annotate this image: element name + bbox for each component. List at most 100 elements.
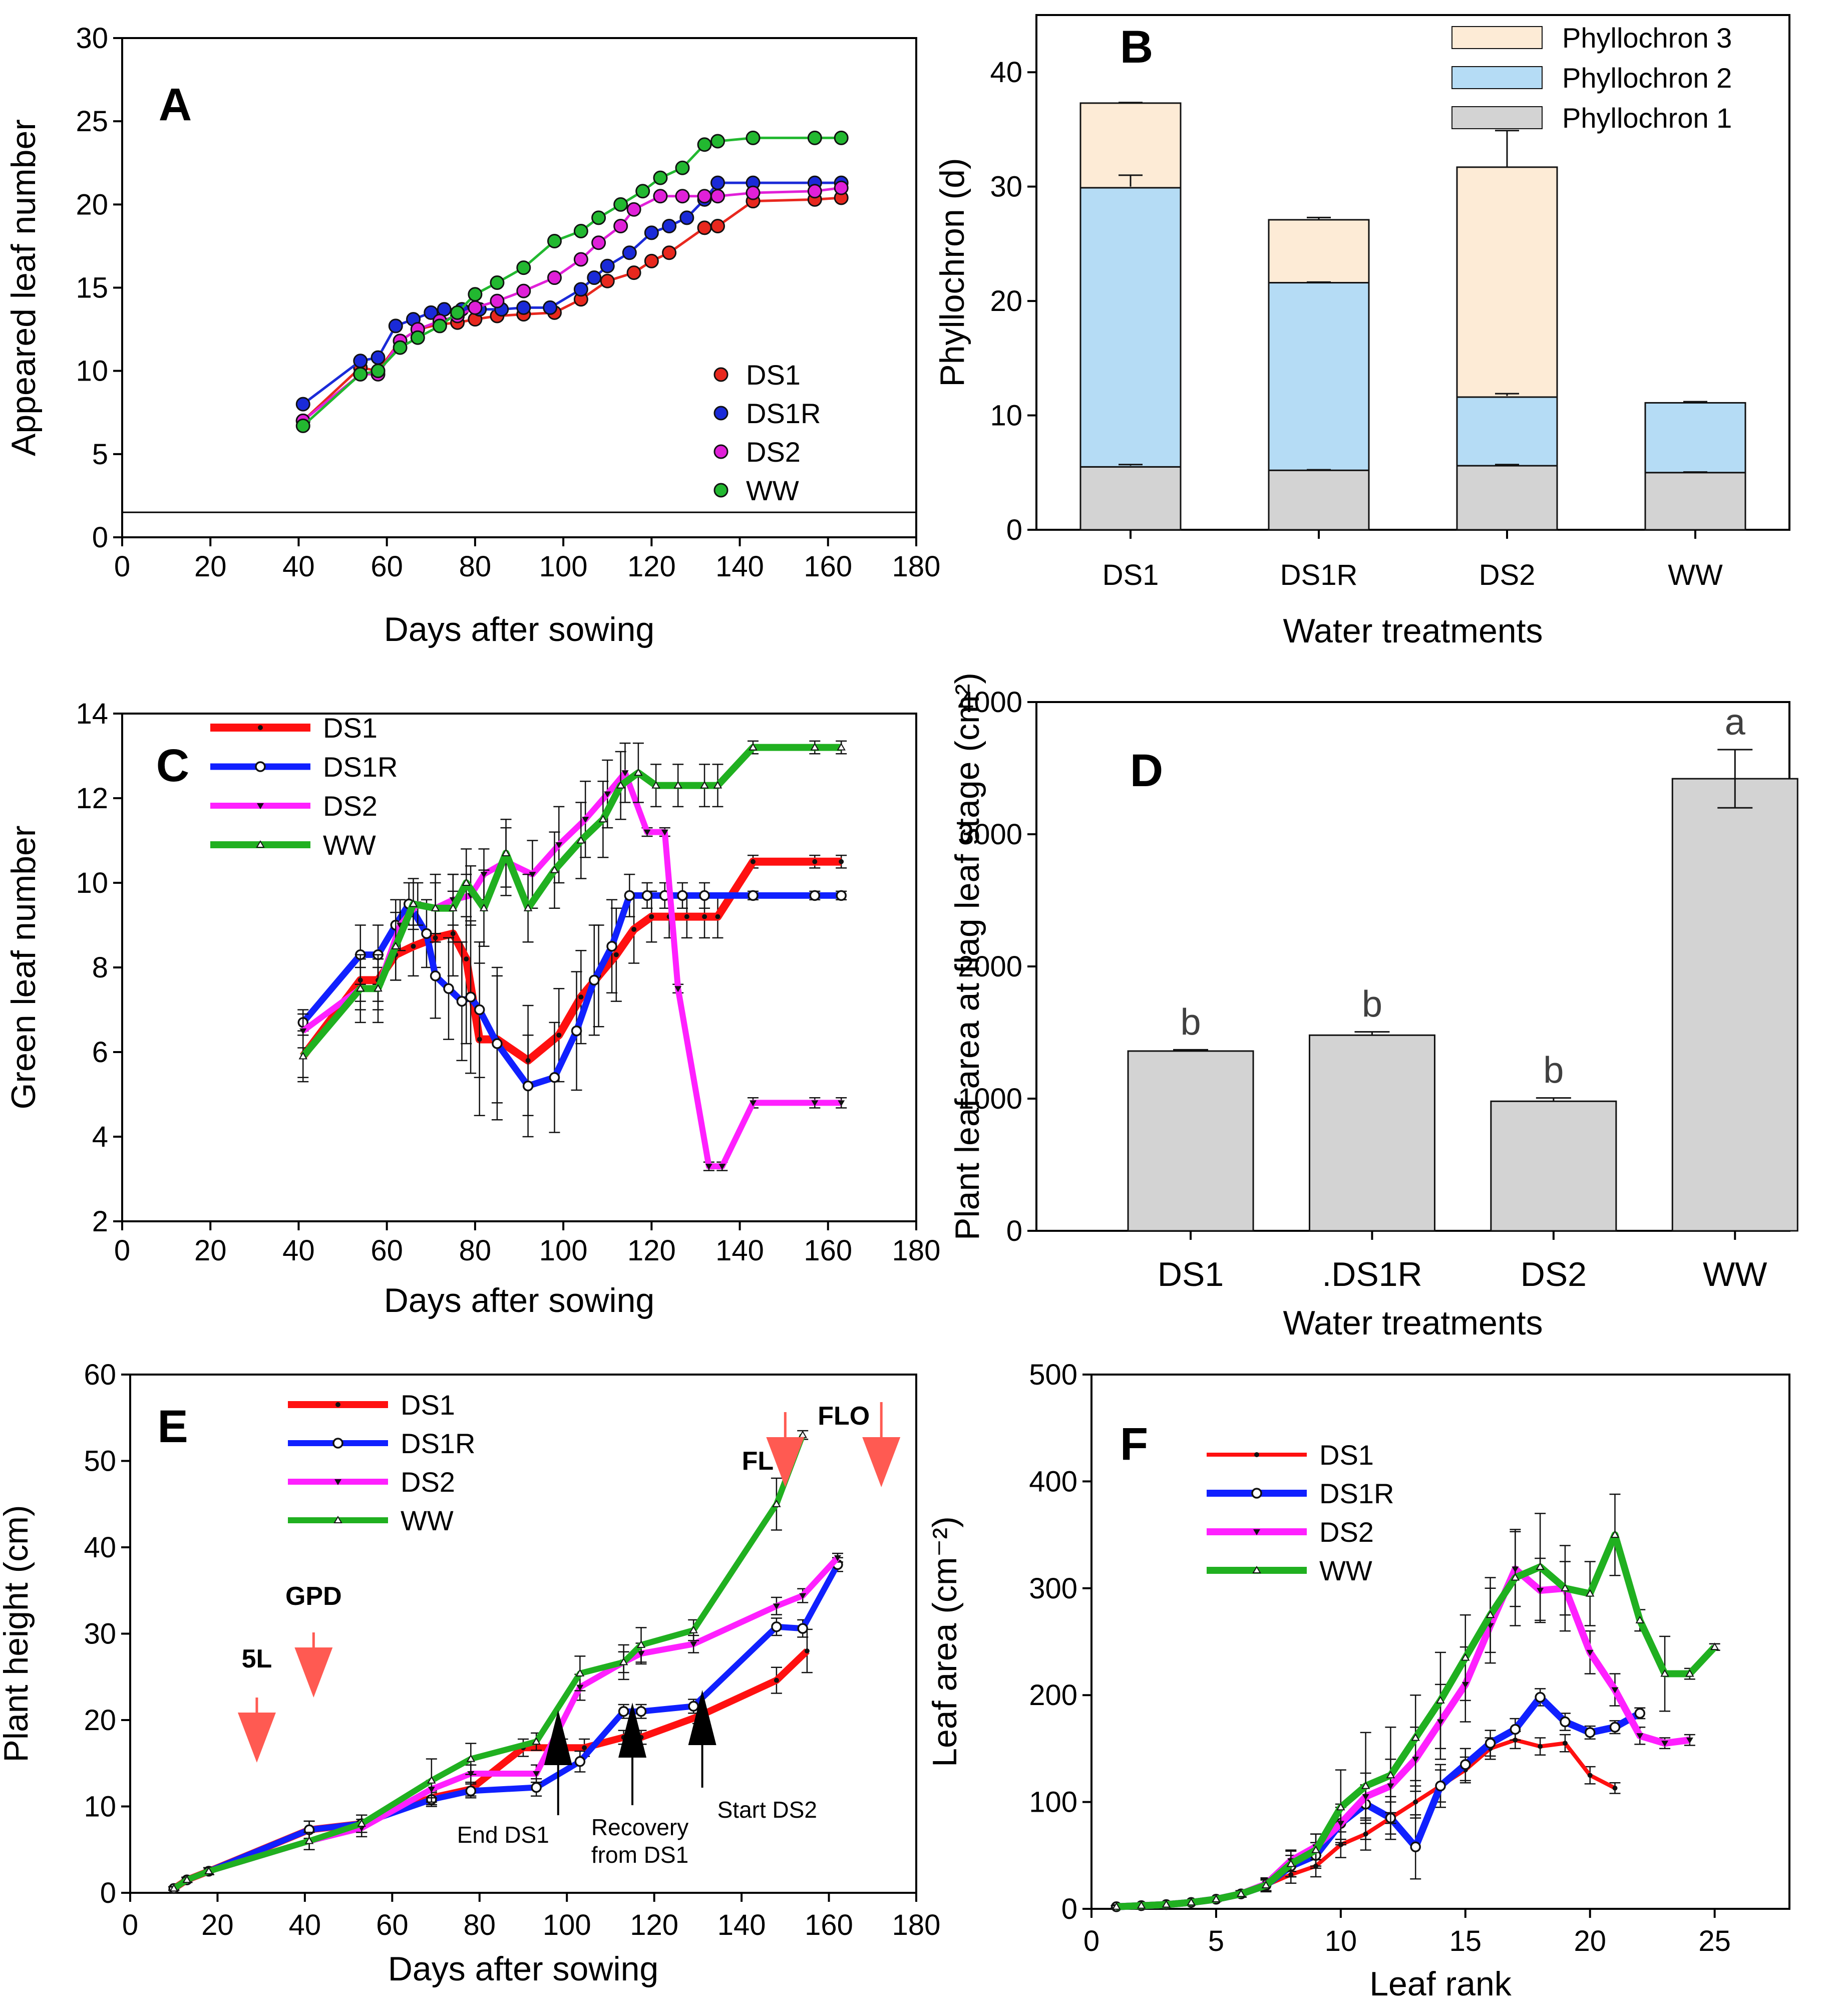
series-ww [297, 740, 847, 1078]
data-point [490, 275, 505, 290]
y-axis-title: Phyllochron (d) [933, 158, 971, 387]
series-line [1116, 1565, 1690, 1910]
data-point [834, 180, 849, 195]
data-point [697, 220, 712, 235]
point-marker [811, 1100, 819, 1107]
category-label: WW [1668, 559, 1723, 591]
y-tick-label: 0 [1006, 1215, 1022, 1247]
y-tick-label: 20 [76, 188, 108, 221]
x-axis-title: Water treatments [1283, 1304, 1543, 1342]
point-marker [556, 1033, 562, 1038]
annotation-label: GPD [285, 1582, 342, 1611]
point-marker [1612, 1785, 1618, 1791]
x-tick-label: 160 [804, 1234, 852, 1267]
point-marker [466, 1754, 476, 1762]
data-point [388, 318, 403, 333]
significance-letter: a [1725, 701, 1746, 743]
point-marker [589, 974, 600, 986]
point-marker [1586, 1649, 1594, 1656]
data-point [573, 282, 588, 297]
significance-letter: b [1543, 1050, 1564, 1091]
point-marker [374, 984, 383, 992]
point-marker [1251, 1488, 1262, 1499]
point-marker [333, 1516, 342, 1523]
point-marker [409, 899, 418, 907]
arrow-head [862, 1437, 901, 1487]
y-tick-label: 30 [990, 171, 1022, 203]
bar-segment [1268, 469, 1370, 531]
point-marker [1636, 1733, 1644, 1740]
y-tick-label: 0 [1006, 514, 1022, 546]
data-point [410, 330, 425, 345]
x-tick-label: 25 [1698, 1925, 1731, 1957]
y-tick-label: 14 [76, 698, 108, 730]
x-tick-label: 100 [539, 550, 588, 583]
legend-label: DS1R [323, 751, 398, 783]
point-marker [839, 859, 844, 864]
point-marker [1536, 1562, 1545, 1570]
bar [1308, 1034, 1435, 1232]
data-point [710, 175, 725, 190]
point-marker [1286, 1859, 1296, 1867]
point-marker [462, 878, 471, 886]
x-tick-label: 100 [543, 1909, 591, 1941]
point-marker [391, 941, 401, 949]
point-marker [532, 1737, 541, 1745]
data-point [432, 318, 447, 333]
point-marker [774, 1677, 779, 1683]
x-axis-title: Days after sowing [388, 1950, 658, 1988]
point-marker [492, 1038, 503, 1049]
data-point [468, 300, 483, 315]
point-marker [1435, 1780, 1446, 1792]
y-tick-label: 4000 [958, 686, 1022, 719]
y-tick-label: 30 [84, 1618, 116, 1650]
point-marker [1162, 1900, 1171, 1908]
data-point [644, 225, 659, 240]
legend-label: DS2 [323, 790, 378, 822]
point-marker [1560, 1716, 1571, 1728]
x-tick-label: 40 [289, 1909, 321, 1941]
point-marker [688, 1701, 699, 1712]
y-tick-label: 10 [84, 1791, 116, 1823]
data-point [746, 185, 761, 200]
y-tick-label: 10 [76, 355, 108, 388]
category-label: DS1 [1158, 1255, 1224, 1293]
legend-label: WW [1319, 1555, 1372, 1586]
point-marker [523, 903, 533, 911]
data-point [516, 260, 531, 275]
data-point [371, 350, 386, 365]
data-point [353, 367, 368, 382]
panel-letter: E [157, 1401, 188, 1452]
data-point [393, 340, 408, 355]
point-marker [332, 1438, 343, 1449]
y-tick-label: 0 [92, 521, 108, 554]
point-marker [501, 848, 511, 856]
data-point [424, 305, 439, 320]
point-marker [838, 1100, 845, 1107]
legend-label: DS2 [1319, 1516, 1374, 1548]
point-marker [836, 890, 847, 901]
data-point [573, 224, 588, 239]
point-marker [182, 1875, 192, 1883]
legend-marker [713, 367, 728, 382]
point-marker [661, 829, 668, 836]
category-label: DS2 [1479, 559, 1536, 591]
point-marker [699, 890, 710, 901]
series-line [172, 1434, 806, 1891]
y-tick-label: 15 [76, 272, 108, 304]
data-point [450, 305, 465, 320]
bar-segment [1079, 102, 1182, 189]
point-marker [636, 1640, 646, 1648]
arrow-head [294, 1647, 333, 1698]
point-marker [1461, 1653, 1470, 1661]
x-tick-label: 180 [892, 550, 941, 583]
data-point [600, 273, 615, 288]
data-point [679, 210, 694, 225]
annotation-flo: FLO [818, 1402, 901, 1487]
y-tick-label: 20 [84, 1704, 116, 1737]
legend: DS1 DS1R DS2 WW [1207, 1439, 1394, 1586]
annotation-label: 5L [242, 1644, 272, 1673]
point-marker [621, 770, 629, 777]
legend-marker [713, 483, 728, 498]
point-marker [749, 743, 758, 751]
